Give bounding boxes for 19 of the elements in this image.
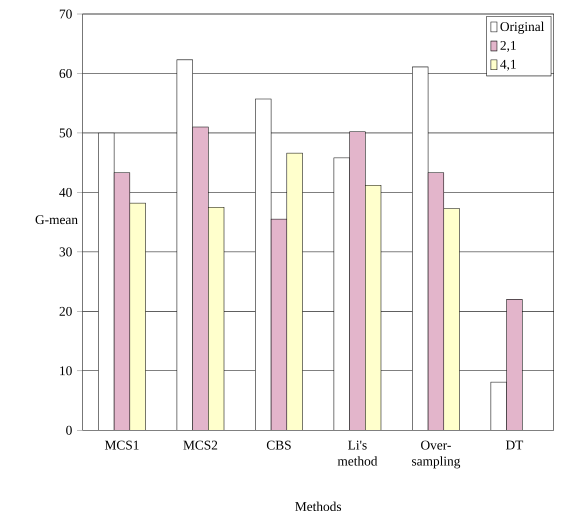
y-tick-label: 70 [60,10,72,19]
legend-label: Original [500,22,544,34]
x-tick-label: MCS2 [183,440,218,450]
y-tick-label: 60 [60,69,72,78]
x-axis-title: Methods [295,502,342,512]
y-tick-label: 30 [60,248,72,257]
y-tick-label: 40 [59,188,72,198]
x-tick-label: DT [506,440,524,450]
x-tick-label: Li's method [338,440,378,466]
y-tick-label: 50 [60,128,72,138]
y-tick-label: 20 [60,307,72,316]
legend-label: 2,1 [500,41,516,52]
y-tick-label: 0 [66,426,72,435]
legend-label: 4,1 [500,60,516,71]
y-tick-label: 10 [60,366,72,376]
y-axis-title: G-mean [36,215,78,224]
x-tick-label: CBS [266,440,291,450]
x-tick-label: MCS1 [104,440,139,450]
x-tick-label: Over-sampling [412,440,460,469]
